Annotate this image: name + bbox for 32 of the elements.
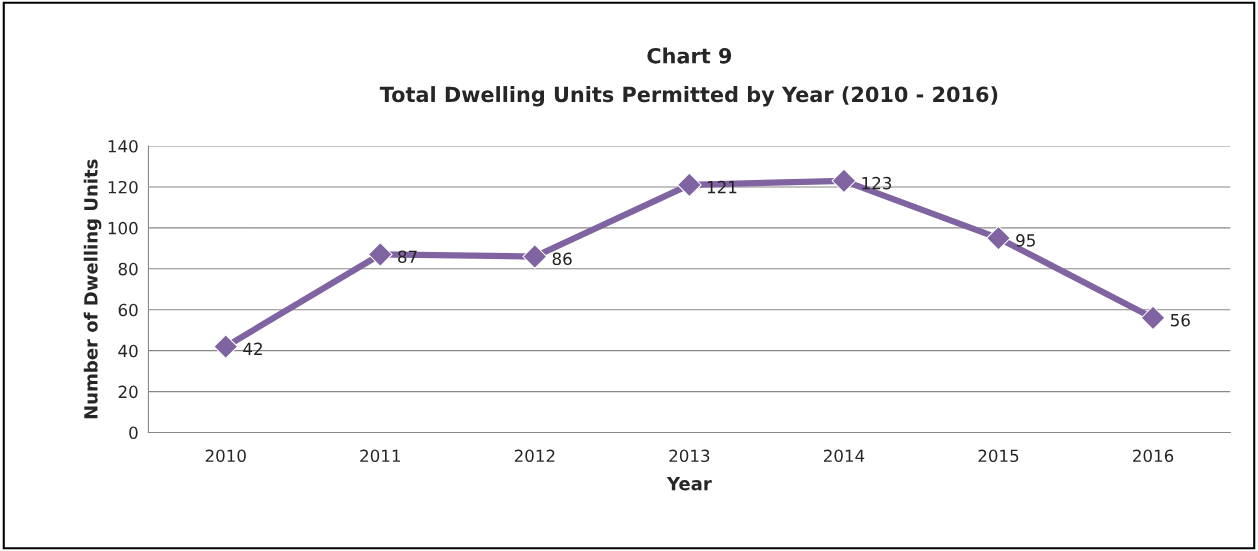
y-tick-label: 60 — [118, 303, 138, 317]
x-tick-label: 2015 — [978, 449, 1019, 463]
x-tick-label: 2013 — [669, 449, 710, 463]
data-label: 121 — [707, 180, 737, 194]
y-tick-label: 40 — [118, 344, 138, 358]
y-tick-label: 20 — [118, 385, 138, 399]
x-tick-label: 2014 — [823, 449, 865, 463]
data-label: 95 — [1016, 234, 1035, 247]
y-tick-label: 0 — [129, 426, 138, 440]
y-tick-label: 140 — [108, 139, 138, 153]
x-tick-label: 2012 — [514, 449, 555, 463]
y-tick-label: 80 — [118, 262, 138, 276]
chart-title: Chart 9 — [647, 47, 732, 64]
point — [522, 244, 548, 269]
data-label: 123 — [862, 176, 892, 190]
x-tick-label: 2010 — [205, 449, 246, 463]
x-tick-label: 2016 — [1133, 449, 1174, 463]
y-tick-label: 100 — [108, 221, 138, 235]
data-label: 56 — [1171, 313, 1190, 327]
point — [367, 242, 393, 267]
data-label: 42 — [243, 342, 262, 355]
point — [986, 225, 1011, 251]
point — [1140, 305, 1166, 331]
y-axis-title: Number of Dwelling Units — [83, 159, 102, 419]
y-tick-label: 120 — [108, 180, 138, 194]
data-label: 86 — [552, 252, 572, 266]
point — [213, 334, 239, 359]
point — [831, 168, 857, 194]
point — [677, 172, 702, 198]
x-tick-label: 2011 — [360, 449, 400, 463]
x-axis-title: Year — [666, 477, 712, 491]
chart-subtitle: Total Dwelling Units Permitted by Year (2010 - 2016) — [379, 86, 998, 107]
